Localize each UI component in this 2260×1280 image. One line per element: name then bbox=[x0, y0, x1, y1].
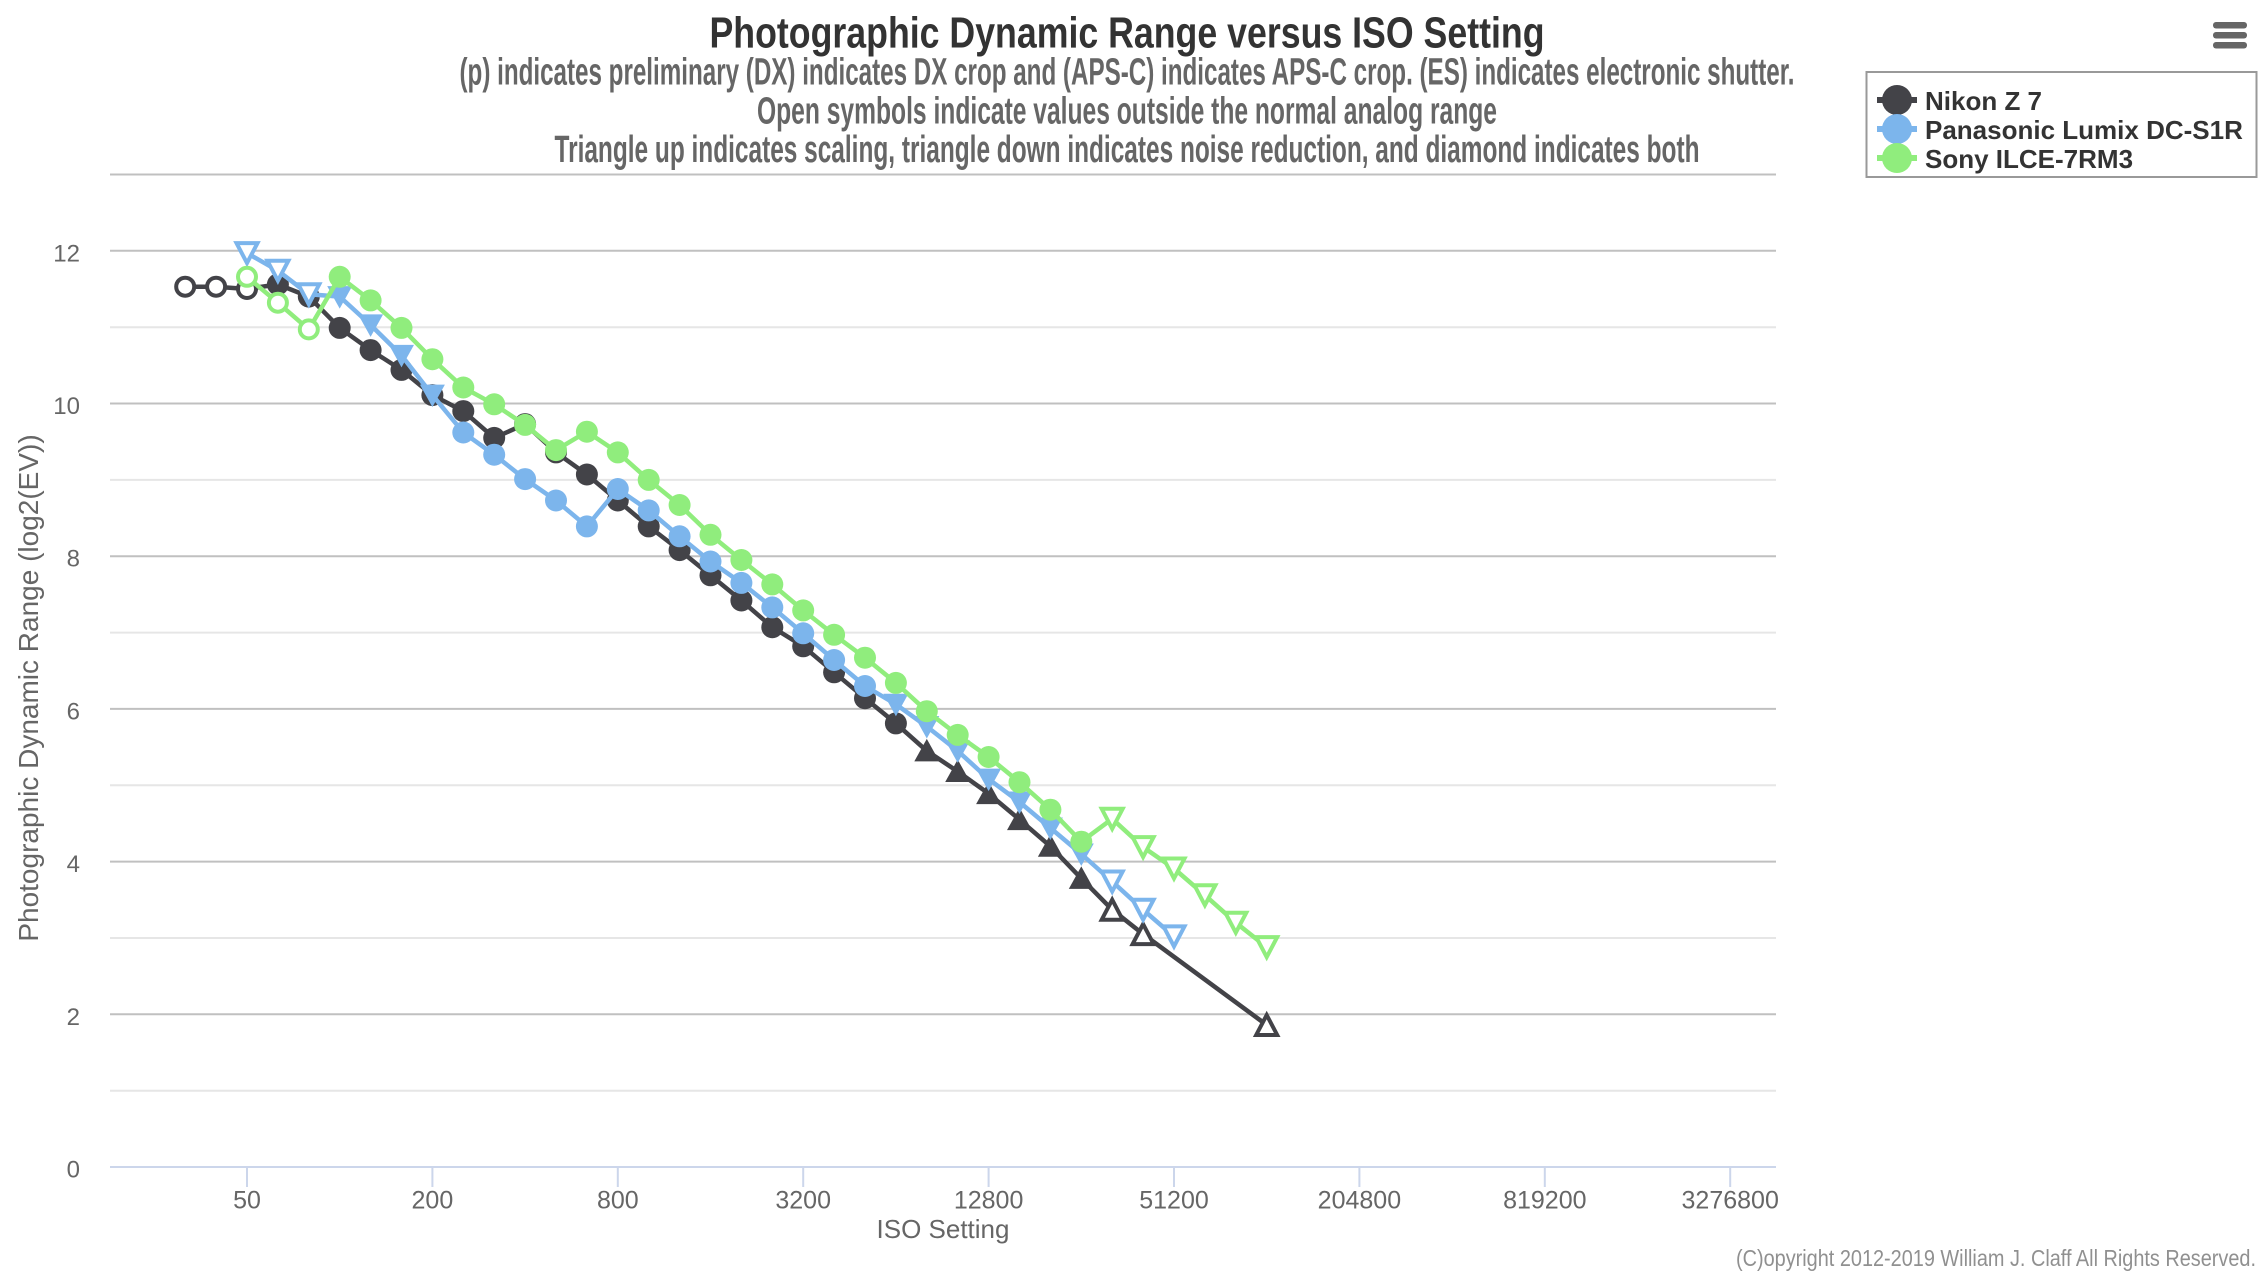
svg-text:200: 200 bbox=[412, 1187, 454, 1215]
svg-text:ISO Setting: ISO Setting bbox=[877, 1214, 1010, 1244]
svg-text:204800: 204800 bbox=[1318, 1187, 1401, 1215]
svg-text:0: 0 bbox=[67, 1157, 80, 1184]
svg-text:Photographic Dynamic Range (lo: Photographic Dynamic Range (log2(EV)) bbox=[13, 434, 44, 941]
svg-text:51200: 51200 bbox=[1139, 1187, 1209, 1215]
svg-text:Open symbols indicate values o: Open symbols indicate values outside the… bbox=[757, 91, 1497, 133]
svg-text:10: 10 bbox=[53, 393, 80, 420]
svg-text:Nikon Z 7: Nikon Z 7 bbox=[1925, 86, 2042, 116]
svg-text:6: 6 bbox=[67, 698, 80, 725]
svg-text:4: 4 bbox=[67, 851, 80, 878]
svg-text:Panasonic Lumix DC-S1R: Panasonic Lumix DC-S1R bbox=[1925, 115, 2243, 145]
svg-text:12: 12 bbox=[53, 240, 80, 267]
svg-text:50: 50 bbox=[233, 1187, 261, 1215]
svg-text:3200: 3200 bbox=[775, 1187, 831, 1215]
svg-text:2: 2 bbox=[67, 1004, 80, 1031]
svg-text:3276800: 3276800 bbox=[1682, 1187, 1779, 1215]
svg-text:8: 8 bbox=[67, 546, 80, 573]
svg-text:Triangle up indicates scaling,: Triangle up indicates scaling, triangle … bbox=[555, 129, 1700, 171]
svg-text:819200: 819200 bbox=[1503, 1187, 1586, 1215]
svg-text:12800: 12800 bbox=[954, 1187, 1024, 1215]
svg-text:800: 800 bbox=[597, 1187, 639, 1215]
svg-text:Sony ILCE-7RM3: Sony ILCE-7RM3 bbox=[1925, 144, 2133, 174]
svg-text:(p) indicates preliminary (DX): (p) indicates preliminary (DX) indicates… bbox=[460, 52, 1795, 94]
svg-text:Photographic Dynamic Range ver: Photographic Dynamic Range versus ISO Se… bbox=[710, 9, 1545, 58]
svg-text:(C)opyright 2012-2019 William: (C)opyright 2012-2019 William J. Claff A… bbox=[1736, 1245, 2256, 1271]
